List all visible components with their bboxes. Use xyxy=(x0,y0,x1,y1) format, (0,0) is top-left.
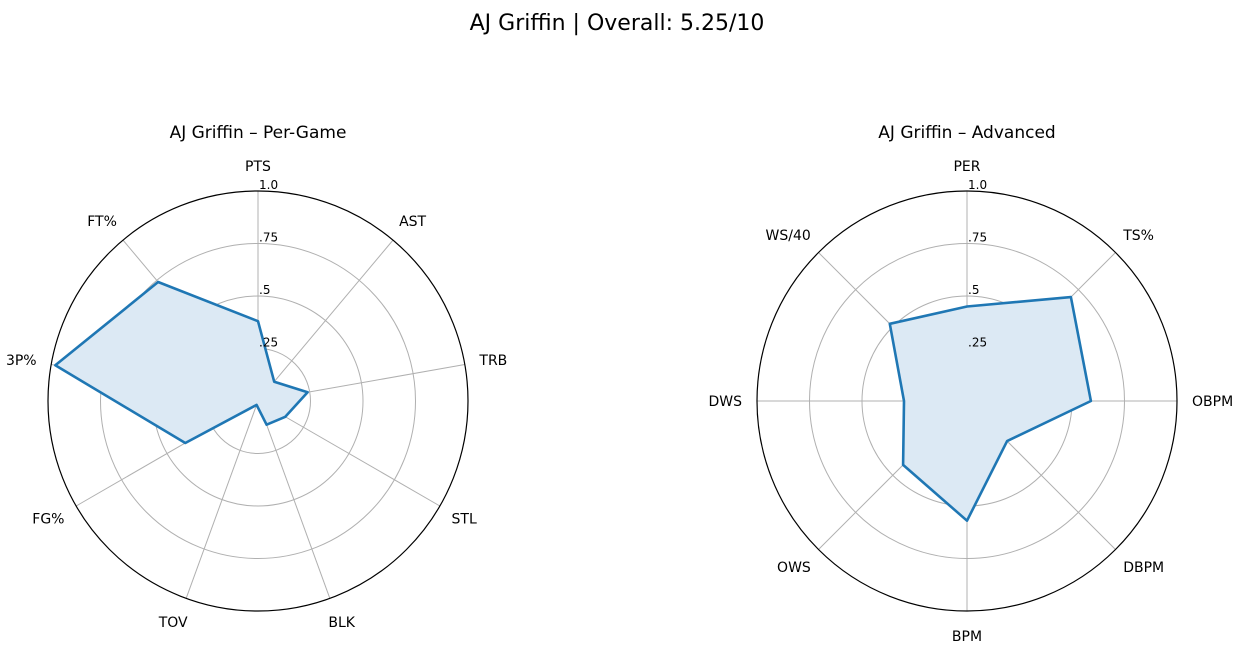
advanced-label-bpm: BPM xyxy=(952,629,982,645)
per-game-label-3p-pct: 3P% xyxy=(6,353,37,369)
advanced-label-dws: DWS xyxy=(708,394,742,410)
per-game-label-ast: AST xyxy=(399,214,426,230)
per-game-spoke xyxy=(257,400,441,507)
per-game-rtick-label: 1.0 xyxy=(259,178,278,192)
per-game-label-fg-pct: FG% xyxy=(32,512,64,528)
per-game-spoke xyxy=(185,400,259,599)
per-game-radar-chart: AJ Griffin – Per-Game .25 .5 .75 1.0 PTS AST T… xyxy=(6,123,507,631)
advanced-outer-ring xyxy=(756,190,1178,612)
advanced-series-polygon xyxy=(888,295,1093,523)
per-game-rtick-label: .25 xyxy=(259,336,278,350)
advanced-label-dbpm: DBPM xyxy=(1123,560,1164,576)
per-game-spoke xyxy=(257,400,331,599)
per-game-rtick-label: .75 xyxy=(259,231,278,245)
advanced-chart-title: AJ Griffin – Advanced xyxy=(878,123,1055,143)
per-game-label-stl: STL xyxy=(452,512,477,528)
advanced-rtick-label: .25 xyxy=(968,336,987,350)
figure-title: AJ Griffin | Overall: 5.25/10 xyxy=(470,11,765,36)
per-game-label-trb: TRB xyxy=(478,353,507,369)
per-game-label-blk: BLK xyxy=(328,615,355,631)
per-game-chart-title: AJ Griffin – Per-Game xyxy=(170,123,347,143)
advanced-label-ws-40: WS/40 xyxy=(766,228,811,244)
per-game-label-tov: TOV xyxy=(158,615,188,631)
advanced-label-ts-pct: TS% xyxy=(1122,228,1154,244)
advanced-label-per: PER xyxy=(953,159,980,175)
advanced-label-ows: OWS xyxy=(777,560,811,576)
per-game-label-ft-pct: FT% xyxy=(87,214,117,230)
per-game-series-polygon xyxy=(53,280,309,445)
per-game-outer-ring xyxy=(47,190,469,612)
advanced-radar-chart: AJ Griffin – Advanced .25 .5 .75 1.0 PER TS% O… xyxy=(708,123,1233,645)
advanced-rtick-label: 1.0 xyxy=(968,178,987,192)
advanced-label-obpm: OBPM xyxy=(1192,394,1233,410)
advanced-rtick-label: .5 xyxy=(968,283,979,297)
per-game-label-pts: PTS xyxy=(245,159,271,175)
advanced-rtick-label: .75 xyxy=(968,231,987,245)
per-game-rtick-label: .5 xyxy=(259,283,270,297)
per-game-spoke xyxy=(257,239,394,402)
